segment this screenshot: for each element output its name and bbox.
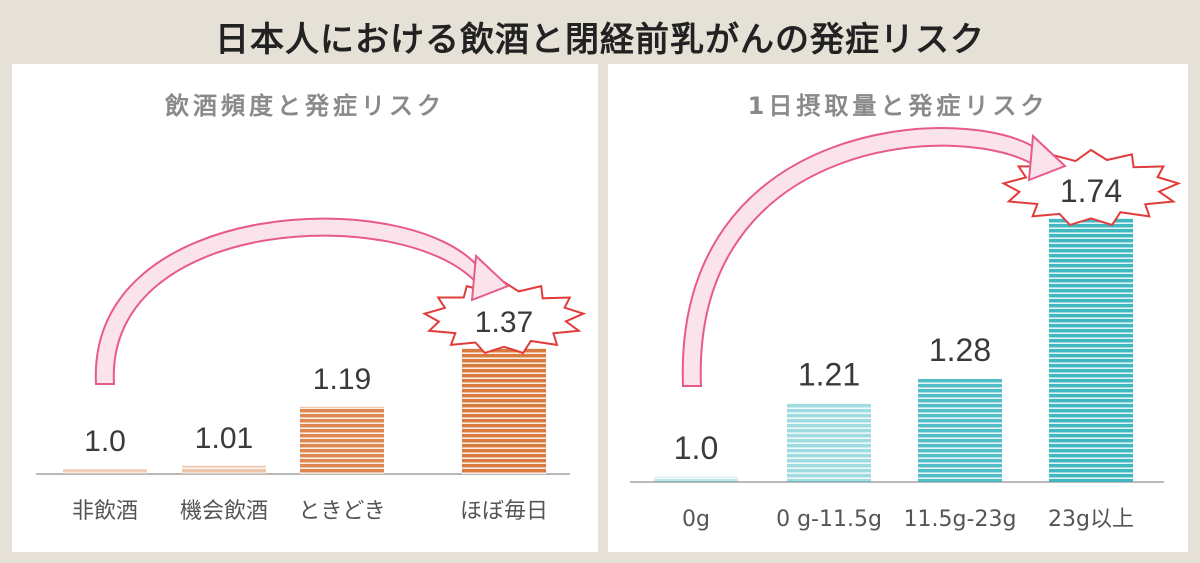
category-label-1: 非飲酒 (72, 499, 138, 524)
bar-3 (300, 406, 384, 474)
value-label-2: 1.01 (195, 422, 253, 455)
frequency-chart-panel: 1.0 非飲酒 1.01 機会飲酒 1.19 ときどき 1.37 ほぼ毎日 飲酒頻度と発症リス… (12, 64, 598, 552)
category-label-4: ほぼ毎日 (460, 499, 548, 524)
category-label-1: 0g (682, 507, 710, 532)
value-label-1: 1.0 (84, 425, 126, 458)
category-label-3: 11.5g-23g (904, 507, 1017, 532)
intake-chart-panel: 1.0 0g 1.21 0 g-11.5g 1.28 11.5g-23g 1.74 23g以上… (608, 64, 1188, 552)
category-label-4: 23g以上 (1048, 507, 1134, 532)
bar-4 (1049, 218, 1133, 482)
value-label-3: 1.19 (313, 363, 371, 396)
bar-2 (787, 403, 871, 482)
category-label-3: ときどき (298, 499, 385, 524)
intake-chart: 1.0 0g 1.21 0 g-11.5g 1.28 11.5g-23g 1.74 23g以上 (630, 127, 1182, 532)
bar-1 (654, 476, 738, 482)
value-label-3: 1.28 (929, 332, 991, 368)
frequency-chart: 1.0 非飲酒 1.01 機会飲酒 1.19 ときどき 1.37 ほぼ毎日 (36, 217, 587, 524)
category-label-2: 0 g-11.5g (776, 507, 882, 532)
category-label-2: 機会飲酒 (180, 499, 268, 524)
trend-arrow-head (1027, 133, 1067, 182)
value-label-4: 1.74 (1060, 173, 1122, 209)
intake-chart-title: 1日摂取量と発症リスク (747, 92, 1049, 120)
trend-arrow-head (470, 253, 510, 302)
value-label-1: 1.0 (674, 430, 718, 466)
bar-2 (182, 465, 266, 474)
frequency-chart-title: 飲酒頻度と発症リスク (165, 92, 445, 120)
page-title: 日本人における飲酒と閉経前乳がんの発症リスク (215, 20, 985, 60)
bar-1 (63, 469, 147, 474)
value-label-4: 1.37 (475, 306, 533, 339)
bar-3 (918, 378, 1002, 482)
highlight-burst (421, 280, 587, 355)
trend-arrow-body (94, 217, 481, 385)
value-label-2: 1.21 (798, 356, 860, 392)
bar-4 (462, 348, 546, 474)
